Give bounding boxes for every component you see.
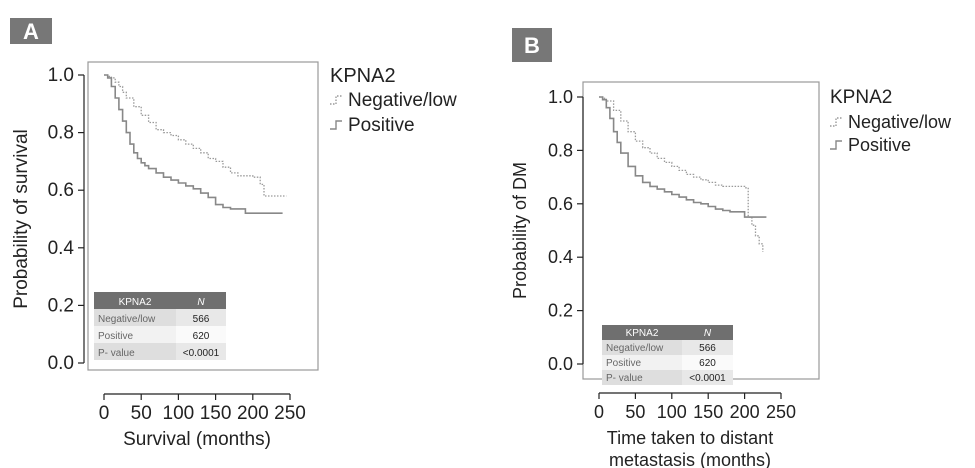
y-tick-label: 0.0 [548, 354, 573, 374]
x-tick-label: 200 [237, 403, 269, 424]
table-value-bg [176, 343, 226, 360]
x-tick-label: 150 [200, 403, 232, 424]
x-tick-label: 250 [274, 403, 306, 424]
panel-label-badge [512, 28, 552, 62]
table-header-row [94, 292, 226, 309]
table-header-cell: KPNA2 [119, 297, 152, 308]
panel-label-badge [10, 18, 52, 44]
y-axis-label: Probability of DM [510, 162, 530, 299]
table-value-bg [682, 340, 733, 355]
table-row-value: 620 [699, 358, 716, 369]
y-tick-label: 0.6 [548, 194, 573, 214]
y-axis-label: Probability of survival [11, 129, 32, 309]
panel-a: A 0.0 0.2 0.4 0.6 0.8 1.0 0 50 100 150 200 250Surviv… [10, 18, 457, 450]
table-row-value: <0.0001 [689, 373, 726, 384]
count-table: KPNA2 N Negative/low 566 Positive 620 P- value… [602, 325, 733, 385]
legend-symbol [830, 117, 842, 127]
plot-frame [87, 61, 319, 371]
y-tick-label: 0.2 [48, 295, 74, 316]
y-tick-label: 0.4 [548, 247, 573, 267]
x-tick-label: 0 [99, 403, 110, 424]
x-tick-label: 200 [730, 402, 760, 422]
y-tick-label: 0.8 [548, 140, 573, 160]
series-line-negative-low [104, 74, 287, 197]
x-tick-label: 50 [625, 402, 645, 422]
legend-entry-label: Negative/low [348, 90, 457, 111]
table-value-bg [176, 326, 226, 343]
series-line-negative-low [599, 96, 764, 252]
y-tick-label: 0.4 [48, 238, 75, 259]
x-tick-label: 0 [594, 402, 604, 422]
table-row-value: 566 [699, 343, 716, 354]
panel-label: B [524, 33, 540, 58]
y-tick-label: 0.8 [48, 123, 74, 144]
y-tick-label: 0.0 [48, 353, 74, 374]
table-value-bg [176, 309, 226, 326]
table-row-label: Negative/low [606, 343, 664, 354]
x-tick-label: 150 [693, 402, 723, 422]
legend-symbol [330, 95, 342, 105]
x-axis-label: metastasis (months) [609, 450, 771, 468]
table-row-label: Positive [606, 358, 641, 369]
x-axis-label: Survival (months) [123, 429, 271, 450]
table-row-value: <0.0001 [183, 348, 220, 359]
table-value-bg [682, 355, 733, 370]
legend-title: KPNA2 [330, 65, 396, 87]
count-table: KPNA2 N Negative/low 566 Positive 620 P- value… [94, 292, 226, 360]
series-line-positive [599, 96, 767, 218]
legend-symbol [830, 140, 842, 150]
table-row-label: P- value [606, 373, 643, 384]
x-tick-label: 250 [766, 402, 796, 422]
panel-label: A [23, 19, 39, 44]
x-tick-label: 50 [131, 403, 152, 424]
legend-entry-label: Positive [348, 115, 415, 136]
table-row-value: 566 [193, 314, 210, 325]
y-tick-label: 0.2 [548, 301, 573, 321]
table-header-cell: N [704, 328, 712, 339]
x-tick-label: 100 [163, 403, 195, 424]
y-tick-label: 1.0 [548, 87, 573, 107]
legend-title: KPNA2 [830, 87, 892, 108]
table-row-label: P- value [98, 348, 135, 359]
table-header-row [602, 325, 733, 340]
x-tick-label: 100 [657, 402, 687, 422]
legend-entry-label: Positive [848, 135, 911, 155]
x-axis-label: Time taken to distant [607, 428, 773, 448]
table-header-cell: KPNA2 [626, 328, 659, 339]
table-value-bg [682, 370, 733, 385]
table-row-label: Negative/low [98, 314, 156, 325]
y-tick-label: 0.6 [48, 180, 74, 201]
y-tick-label: 1.0 [48, 65, 74, 86]
panel-b: B 0.0 0.2 0.4 0.6 0.8 1.0 0 50 100 150 200 250 Time t… [510, 28, 952, 468]
table-row-value: 620 [193, 331, 210, 342]
legend-symbol [330, 120, 342, 130]
table-header-cell: N [197, 297, 205, 308]
table-row-label: Positive [98, 331, 133, 342]
legend-entry-label: Negative/low [848, 112, 952, 132]
series-line-positive [104, 74, 283, 214]
